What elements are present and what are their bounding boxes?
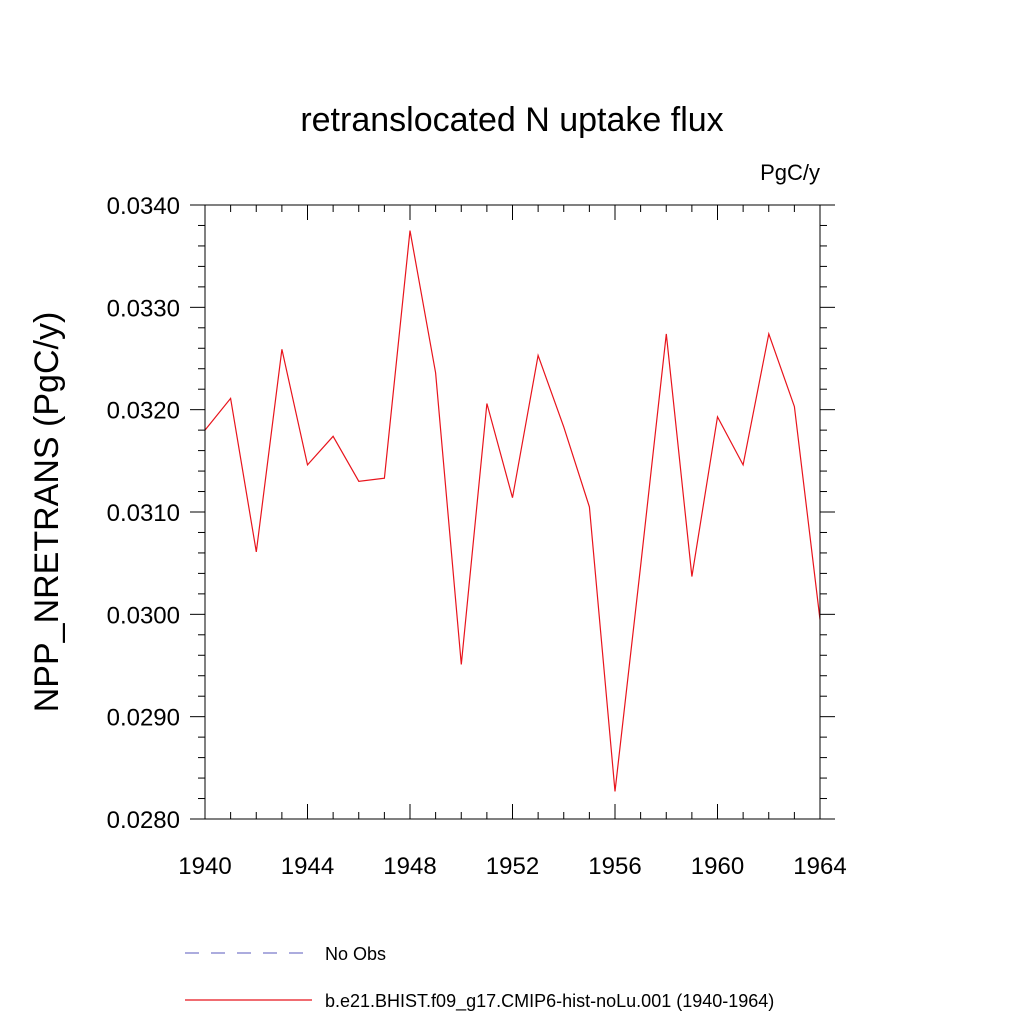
y-tick-label: 0.0300 bbox=[107, 602, 180, 629]
tick-marks bbox=[190, 204, 835, 820]
legend: No Obs b.e21.BHIST.f09_g17.CMIP6-hist-noL… bbox=[185, 944, 774, 1012]
x-tick-label: 1948 bbox=[383, 853, 436, 880]
plot-frame bbox=[204, 204, 821, 820]
chart-title: retranslocated N uptake flux bbox=[300, 101, 723, 139]
legend-label: No Obs bbox=[325, 944, 386, 964]
legend-label: b.e21.BHIST.f09_g17.CMIP6-hist-noLu.001 … bbox=[325, 991, 774, 1012]
y-tick-label: 0.0330 bbox=[107, 295, 180, 322]
y-tick-label: 0.0310 bbox=[107, 500, 180, 527]
x-tick-label: 1960 bbox=[691, 853, 744, 880]
series-lines bbox=[204, 230, 821, 792]
series-line bbox=[204, 230, 821, 792]
y-tick-label: 0.0320 bbox=[107, 398, 180, 425]
x-tick-label: 1956 bbox=[588, 853, 641, 880]
x-tick-label: 1944 bbox=[281, 853, 334, 880]
y-tick-label: 0.0340 bbox=[107, 193, 180, 220]
y-tick-label: 0.0290 bbox=[107, 705, 180, 732]
y-axis-title: NPP_NRETRANS (PgC/y) bbox=[28, 312, 66, 713]
tick-labels: 1940 1944 1948 1952 1956 1960 1964 0.0280 0.0290… bbox=[107, 193, 847, 880]
y-tick-label: 0.0280 bbox=[107, 807, 180, 834]
x-tick-label: 1952 bbox=[486, 853, 539, 880]
x-tick-label: 1940 bbox=[178, 853, 231, 880]
units-label: PgC/y bbox=[760, 160, 820, 185]
x-tick-label: 1964 bbox=[793, 853, 846, 880]
